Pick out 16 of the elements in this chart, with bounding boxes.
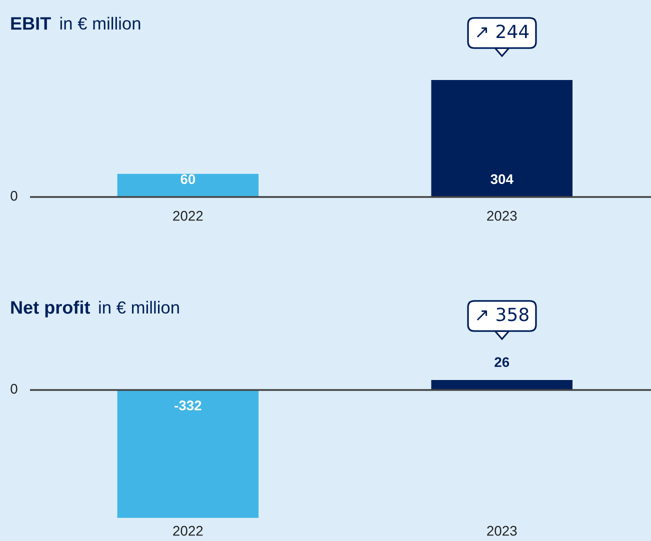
x-tick-label: 2022 [173,210,203,221]
text: 0 [10,384,18,394]
data-label: -332 [174,400,202,410]
chart-subtitle: in € million [60,16,140,30]
text: ↗ 358 [476,308,528,322]
x-tick-label: 2023 [487,210,517,221]
text: ↗ 244 [476,24,529,38]
data-label: 60 [180,174,196,184]
chart-title: EBIT [11,17,51,30]
text: 0 [10,190,18,201]
x-tick-label: 2022 [173,526,203,536]
data-label: 26 [494,357,510,368]
x-tick-label: 2023 [487,526,517,536]
chart-title: Net profit [11,300,90,318]
chart-subtitle: in € million [99,300,179,314]
data-label: 304 [490,174,514,184]
